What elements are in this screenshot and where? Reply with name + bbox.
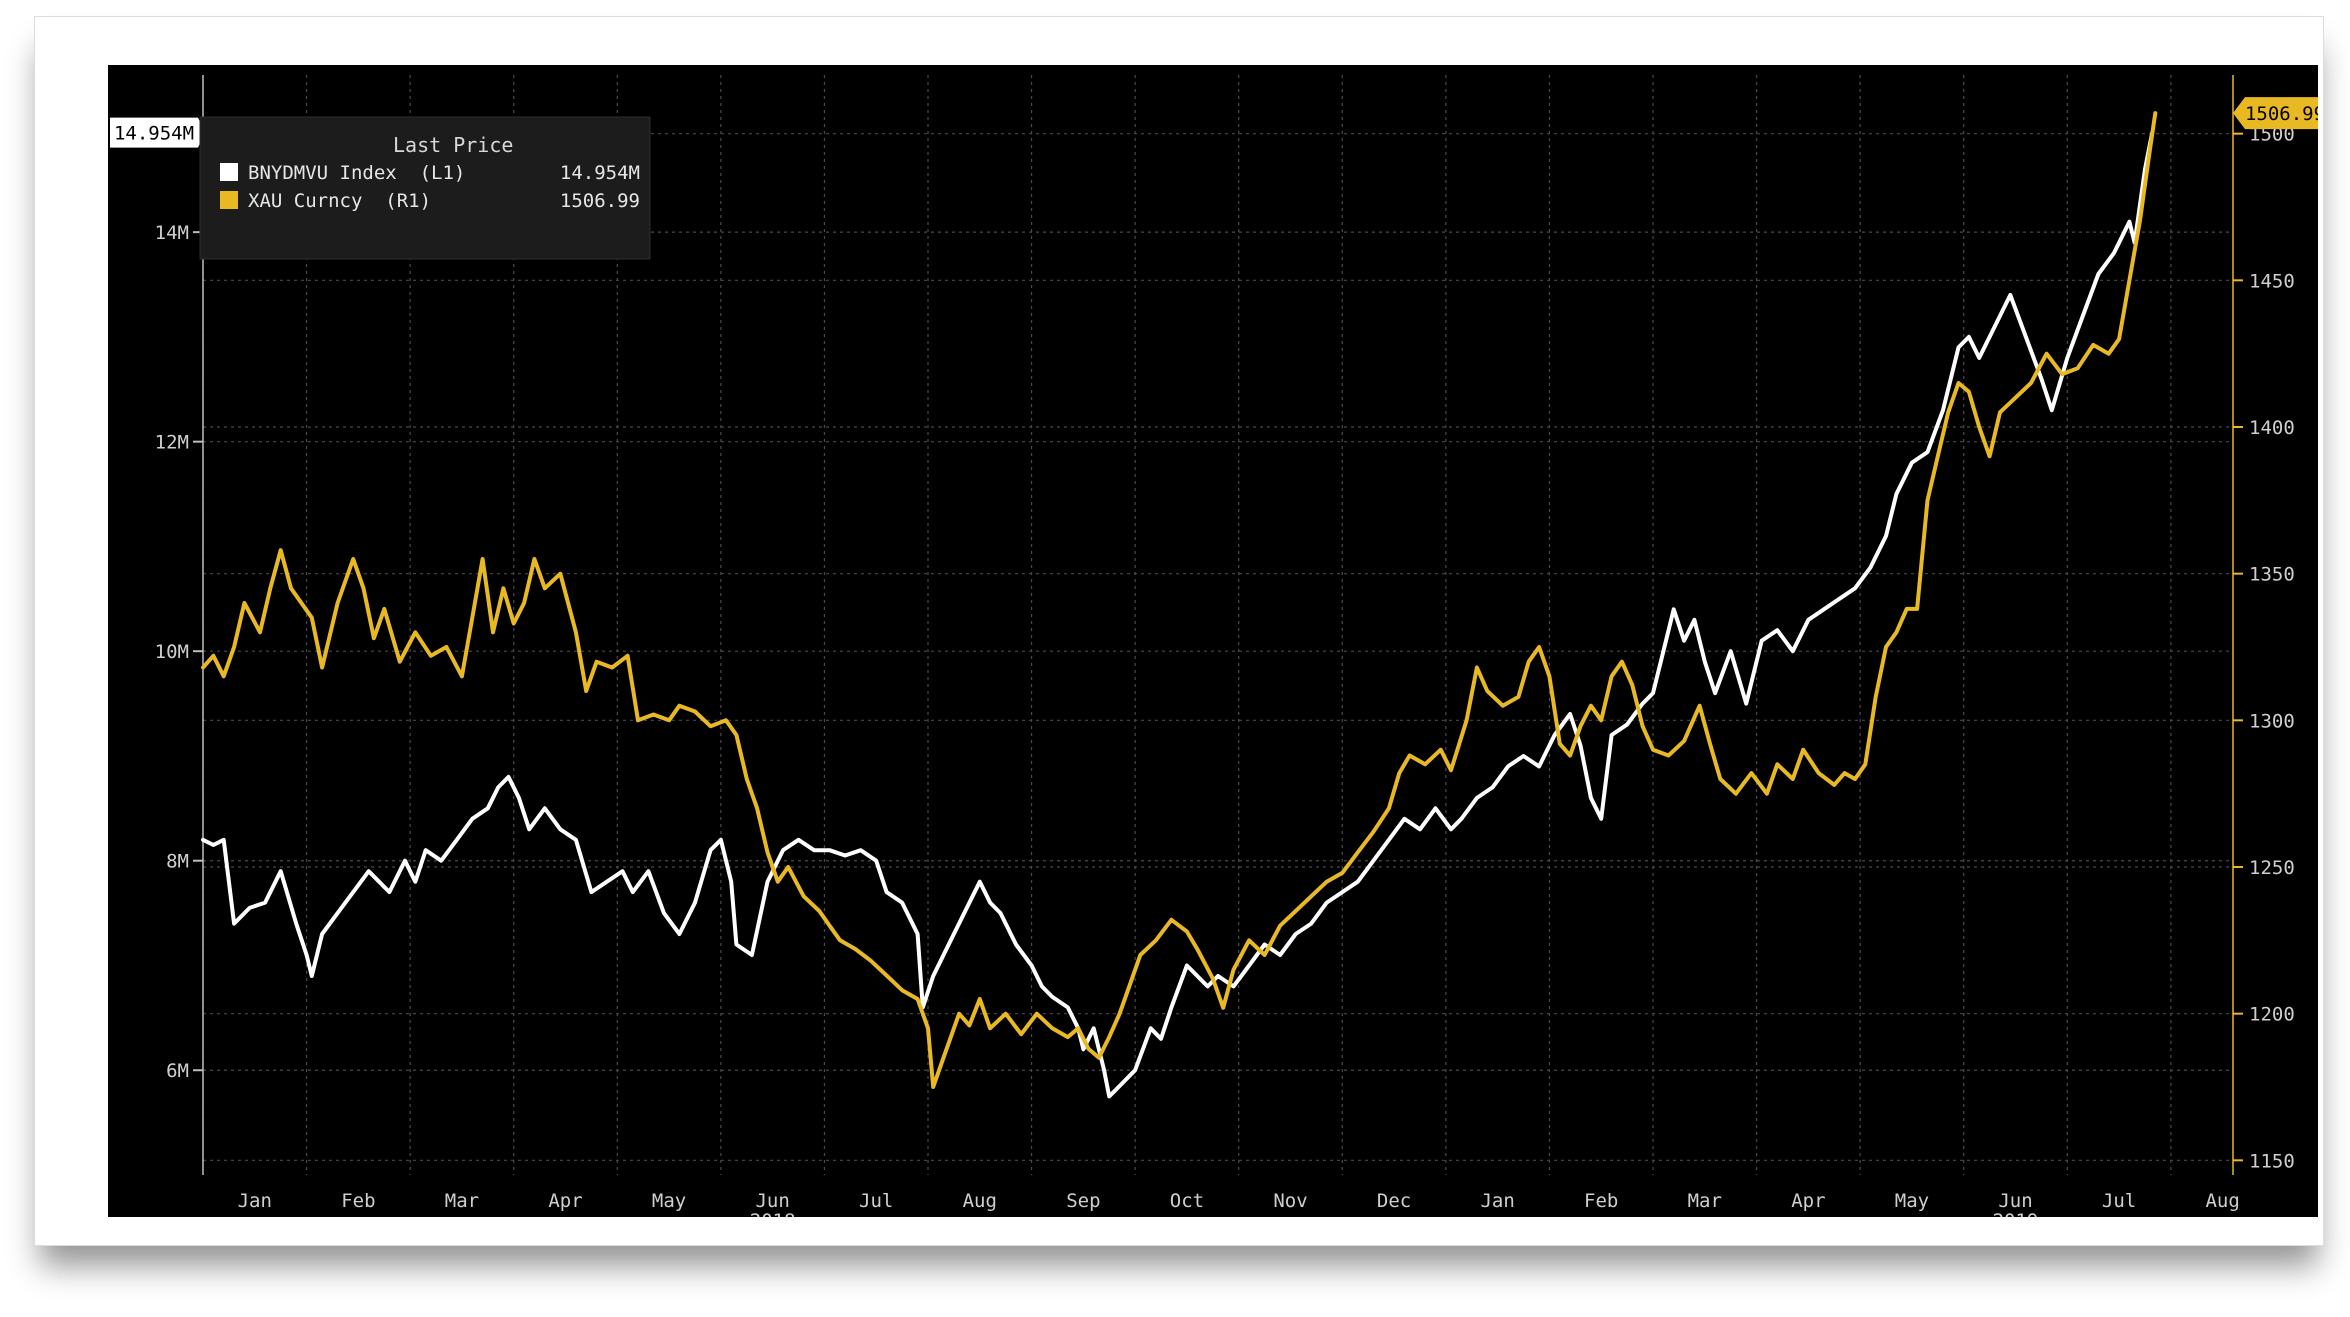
- right-tick-label: 1500: [2249, 124, 2295, 146]
- left-tick-label: 12M: [155, 432, 189, 454]
- x-tick-label: Jun: [755, 1190, 789, 1212]
- legend-entry-bnydmvu-name: BNYDMVU Index (L1): [248, 162, 465, 184]
- axes: Jan Feb Mar Apr May Jun Jul Aug Sep Oct Nov Dec Jan F…: [155, 75, 2295, 1217]
- left-tick-label: 8M: [166, 851, 189, 873]
- right-tick-label: 1450: [2249, 270, 2295, 292]
- x-tick-label: Jan: [1480, 1190, 1514, 1212]
- x-tick-label: Feb: [341, 1190, 375, 1212]
- left-tick-label: 6M: [166, 1060, 189, 1082]
- x-tick-label: May: [652, 1190, 686, 1212]
- x-tick-label: Aug: [963, 1190, 997, 1212]
- x-tick-label: Sep: [1066, 1190, 1100, 1212]
- right-last-value-marker: [2233, 97, 2318, 130]
- left-last-value-marker: [110, 117, 198, 148]
- right-last-value-label: 1506.99: [2245, 103, 2318, 125]
- legend-entry-xau-name: XAU Curncy (R1): [248, 190, 431, 212]
- right-tick-label: 1400: [2249, 417, 2295, 439]
- legend-box: [199, 116, 651, 260]
- series-line-bnydmvu: [201, 130, 2155, 1099]
- right-tick-label: 1250: [2249, 857, 2295, 879]
- x-tick-label: Mar: [1688, 1190, 1722, 1212]
- legend: Last Price BNYDMVU Index (L1) 14.954M XA…: [199, 116, 651, 260]
- screenshot-frame: Jan Feb Mar Apr May Jun Jul Aug Sep Oct Nov Dec Jan F…: [34, 16, 2324, 1246]
- chart-panel: Jan Feb Mar Apr May Jun Jul Aug Sep Oct Nov Dec Jan F…: [108, 65, 2318, 1217]
- x-tick-label: Apr: [548, 1190, 582, 1212]
- x-tick-label: Apr: [1791, 1190, 1825, 1212]
- legend-title: Last Price: [393, 133, 513, 157]
- right-tick-label: 1300: [2249, 710, 2295, 732]
- legend-swatch-bnydmvu: [220, 163, 238, 181]
- legend-entry-bnydmvu-value: 14.954M: [560, 162, 640, 184]
- price-chart: Jan Feb Mar Apr May Jun Jul Aug Sep Oct Nov Dec Jan F…: [110, 75, 2318, 1217]
- x-tick-label: Jun: [1998, 1190, 2032, 1212]
- axis-marks: 14.954M 1506.99: [110, 97, 2318, 148]
- x-tick-label: Jul: [2102, 1190, 2136, 1212]
- x-tick-label: Nov: [1273, 1190, 1307, 1212]
- left-tick-label: 14M: [155, 222, 189, 244]
- x-year-label: 2018: [750, 1210, 796, 1217]
- left-tick-label: 10M: [155, 641, 189, 663]
- series-layer: [201, 111, 2158, 1099]
- x-tick-label: Jan: [238, 1190, 272, 1212]
- x-tick-label: Oct: [1170, 1190, 1204, 1212]
- legend-swatch-xau: [220, 191, 238, 209]
- x-year-label: 2019: [1993, 1210, 2039, 1217]
- x-tick-label: May: [1895, 1190, 1929, 1212]
- left-last-value-label: 14.954M: [114, 123, 194, 145]
- legend-entry-xau-value: 1506.99: [560, 190, 640, 212]
- series-line-xau: [201, 111, 2158, 1089]
- right-tick-label: 1200: [2249, 1004, 2295, 1026]
- right-tick-label: 1150: [2249, 1150, 2295, 1172]
- x-tick-label: Jul: [859, 1190, 893, 1212]
- x-tick-label: Mar: [445, 1190, 479, 1212]
- x-tick-label: Feb: [1584, 1190, 1618, 1212]
- right-tick-label: 1350: [2249, 564, 2295, 586]
- x-tick-label: Aug: [2205, 1190, 2239, 1212]
- x-tick-label: Dec: [1377, 1190, 1411, 1212]
